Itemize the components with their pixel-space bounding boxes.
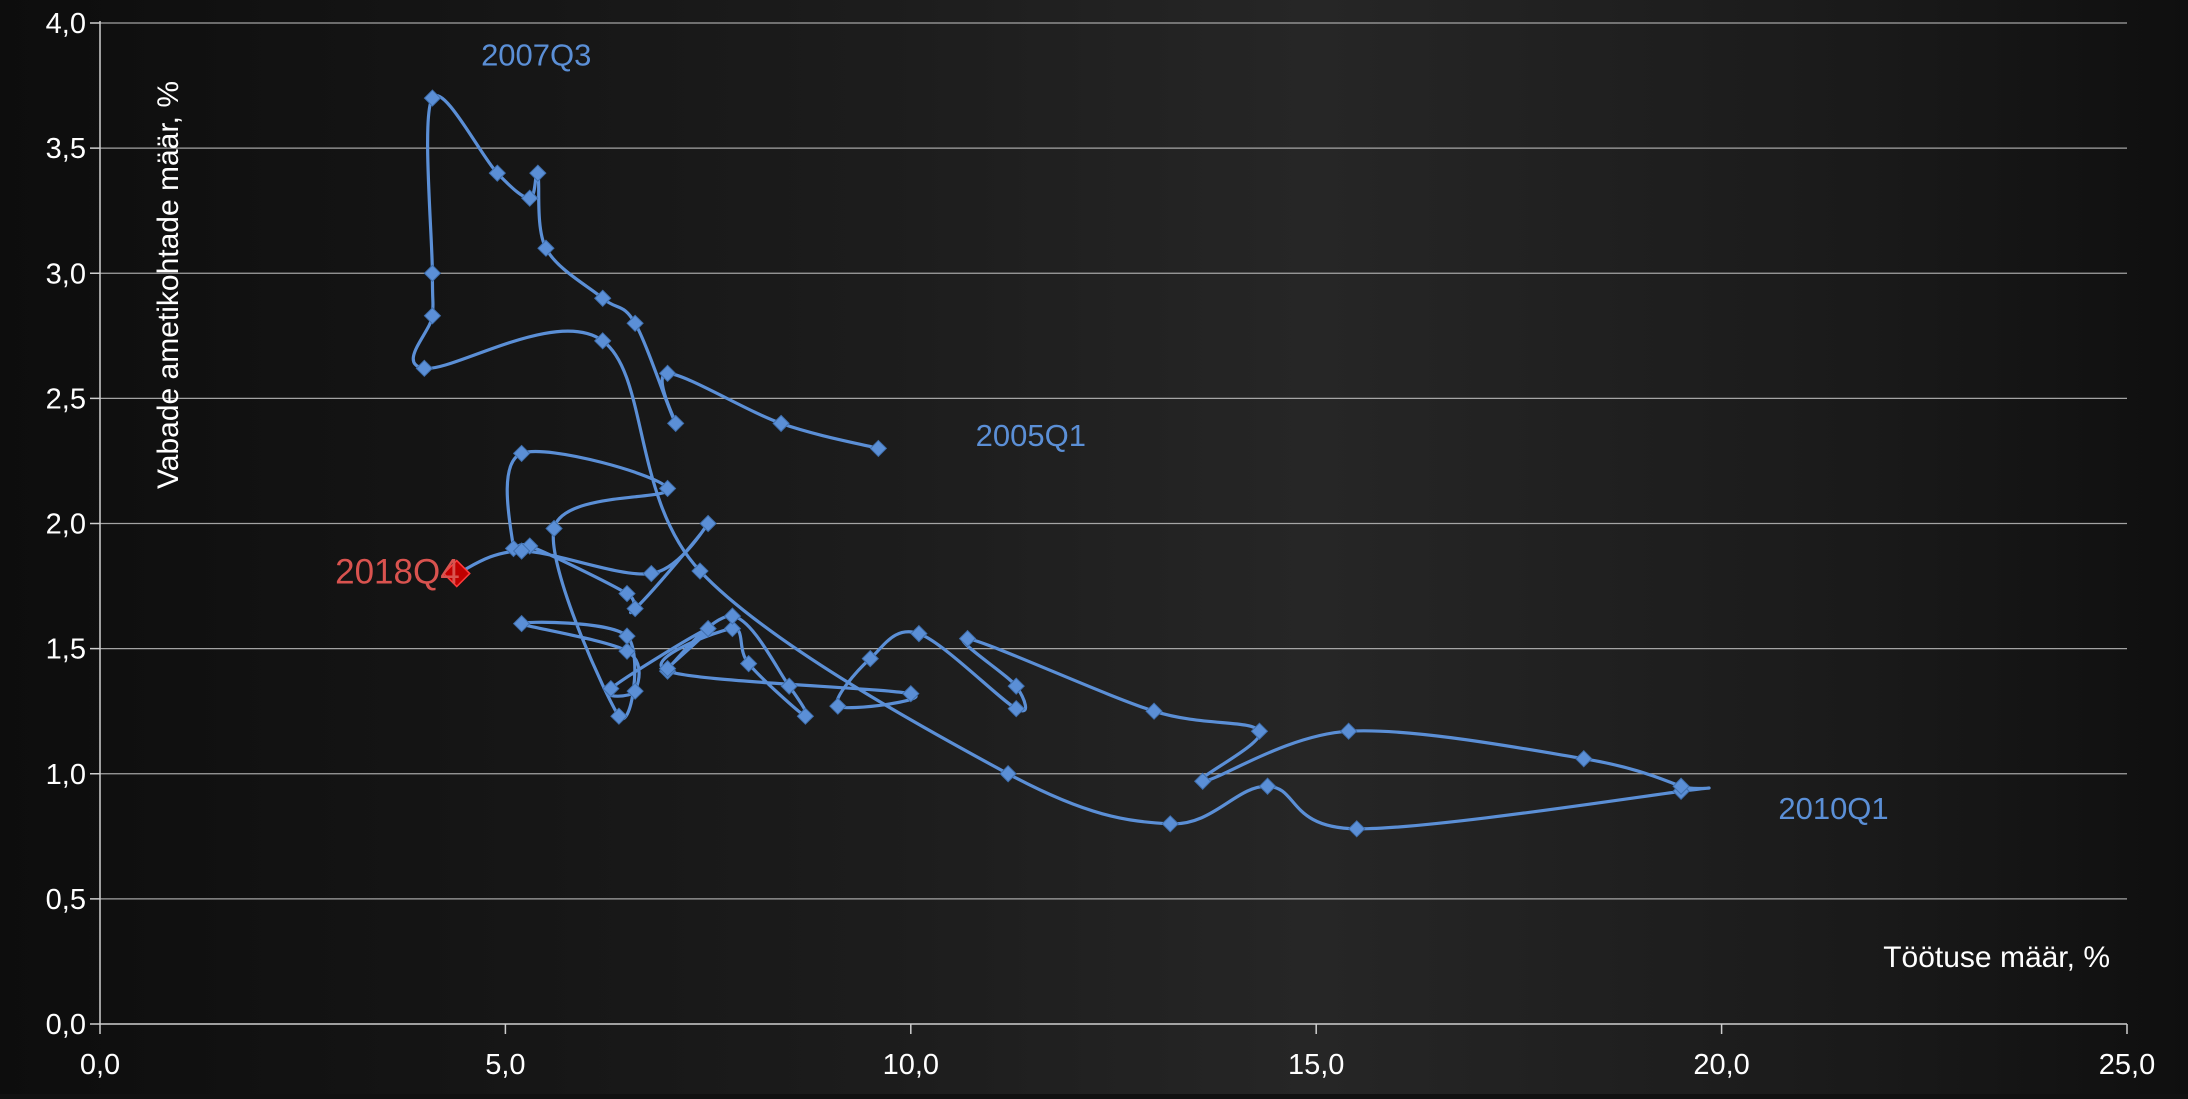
y-tick-label: 2,5: [46, 383, 86, 415]
y-tick-label: 0,0: [46, 1009, 86, 1041]
data-point: [699, 514, 717, 533]
series-line: [411, 94, 1711, 831]
data-point: [869, 439, 888, 458]
data-point: [772, 414, 790, 433]
x-tick-label: 0,0: [80, 1049, 120, 1081]
data-point: [521, 189, 539, 207]
data-point: [415, 359, 434, 378]
data-point: [423, 264, 442, 282]
x-tick-label: 20,0: [1693, 1049, 1749, 1081]
y-tick-label: 3,0: [46, 258, 86, 290]
data-point: [1672, 777, 1690, 795]
data-point: [910, 624, 928, 643]
data-point: [829, 697, 847, 715]
data-point: [512, 444, 531, 463]
data-point: [999, 765, 1017, 783]
data-point: [1193, 772, 1212, 790]
data-point: [593, 289, 612, 307]
data-point: [723, 607, 742, 625]
x-tick-label: 25,0: [2099, 1049, 2155, 1081]
data-point: [666, 414, 685, 433]
data-point: [739, 654, 758, 673]
point-annotation: 2007Q3: [481, 38, 591, 73]
data-point: [423, 89, 442, 107]
y-tick-label: 4,0: [46, 8, 86, 40]
data-point: [1250, 722, 1269, 740]
data-point: [796, 707, 815, 725]
axes: [90, 21, 2128, 1034]
x-tick-label: 15,0: [1288, 1049, 1344, 1081]
data-point: [593, 332, 612, 350]
data-point: [1258, 777, 1277, 795]
data-point: [958, 629, 977, 648]
data-point: [723, 619, 742, 638]
data-point: [1575, 750, 1593, 768]
data-point: [1161, 815, 1179, 833]
series-curve: [411, 94, 1711, 831]
x-tick-label: 5,0: [485, 1049, 525, 1081]
data-point: [602, 679, 620, 698]
point-annotation: 2010Q1: [1778, 791, 1888, 826]
data-point: [1339, 722, 1358, 740]
data-point: [512, 614, 531, 633]
data-point: [699, 619, 717, 638]
highlight-data-point: [442, 559, 471, 588]
data-point: [1007, 677, 1025, 695]
chart-labels: Vabade ametikohtade määr, % Töötuse määr…: [46, 8, 2156, 1081]
data-point: [780, 677, 798, 695]
gridlines: [100, 22, 2127, 900]
data-point: [423, 307, 442, 325]
data-point: [861, 649, 879, 668]
data-point: [618, 627, 636, 645]
data-point: [658, 479, 677, 498]
data-point: [1007, 699, 1025, 718]
data-point: [902, 684, 920, 703]
y-tick-label: 1,5: [46, 634, 86, 666]
data-point: [610, 707, 628, 725]
data-point: [512, 542, 531, 560]
x-tick-label: 10,0: [883, 1049, 939, 1081]
data-point: [626, 599, 644, 618]
data-point: [1145, 702, 1163, 720]
data-point: [658, 659, 677, 678]
data-point: [537, 239, 555, 257]
data-point: [618, 584, 636, 603]
point-annotation: 2018Q4: [335, 553, 460, 592]
data-point: [618, 642, 636, 660]
data-point: [626, 682, 644, 700]
x-axis-label: Töötuse määr, %: [1883, 941, 2110, 974]
y-tick-label: 2,0: [46, 509, 86, 541]
data-point: [545, 519, 563, 538]
data-point: [691, 562, 709, 580]
data-point: [658, 364, 677, 383]
y-tick-label: 3,5: [46, 133, 86, 165]
y-tick-label: 0,5: [46, 884, 86, 916]
data-point: [529, 164, 547, 182]
data-point: [1348, 820, 1366, 838]
data-point: [626, 314, 644, 333]
y-axis-label: Vabade ametikohtade määr, %: [152, 81, 185, 489]
point-annotation: 2005Q1: [976, 418, 1086, 453]
data-point: [488, 164, 506, 182]
y-tick-label: 1,0: [46, 759, 86, 791]
data-point: [642, 564, 661, 583]
series-markers: [415, 89, 1690, 838]
